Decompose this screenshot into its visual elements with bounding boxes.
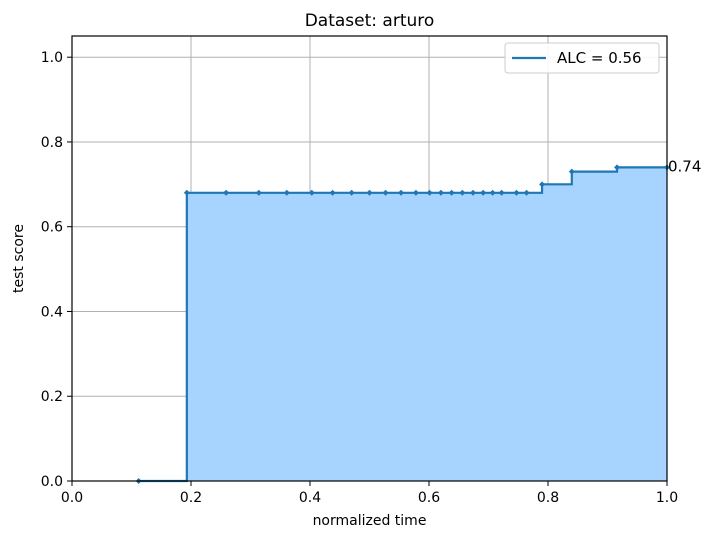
- data-point: [329, 189, 336, 196]
- area-fill: [138, 167, 667, 481]
- annotation-layer: 0.74: [668, 157, 701, 175]
- x-axis-label: normalized time: [313, 513, 427, 529]
- data-point: [614, 164, 621, 171]
- chart-title: Dataset: arturo: [305, 11, 435, 31]
- data-point: [183, 189, 190, 196]
- data-point: [366, 189, 373, 196]
- x-tick-label: 1.0: [656, 490, 678, 506]
- data-point: [223, 189, 230, 196]
- y-tick-label: 0.8: [41, 135, 63, 151]
- legend-box: [504, 42, 660, 74]
- data-point: [437, 189, 444, 196]
- x-tick-label: 0.4: [299, 490, 321, 506]
- data-point: [348, 189, 355, 196]
- area-fill-layer: [138, 167, 667, 481]
- marker-layer: [135, 164, 670, 484]
- data-point: [568, 168, 575, 175]
- x-tick-label: 0.8: [537, 490, 559, 506]
- y-tick-label: 0.2: [41, 389, 63, 405]
- y-axis-label: test score: [11, 224, 27, 293]
- legend: ALC = 0.56: [504, 42, 660, 74]
- data-point: [459, 189, 466, 196]
- data-point: [523, 189, 530, 196]
- legend-label: ALC = 0.56: [557, 49, 642, 67]
- data-point: [539, 181, 546, 188]
- x-tick-label: 0.0: [61, 490, 83, 506]
- end-value-annotation: 0.74: [668, 157, 701, 175]
- x-tick-label: 0.2: [180, 490, 202, 506]
- data-point: [308, 189, 315, 196]
- y-tick-label: 0.4: [41, 304, 63, 320]
- series-line-layer: [138, 166, 667, 483]
- x-tick-label: 0.6: [418, 490, 440, 506]
- data-point: [498, 189, 505, 196]
- y-tick-label: 1.0: [41, 50, 63, 66]
- x-axis-ticks: 0.0 0.2 0.4 0.6 0.8 1.0: [61, 481, 678, 506]
- y-tick-label: 0.6: [41, 220, 63, 236]
- data-point: [489, 189, 496, 196]
- data-point: [398, 189, 405, 196]
- data-point: [448, 189, 455, 196]
- data-point: [470, 189, 477, 196]
- y-tick-label: 0.0: [41, 474, 63, 490]
- data-point: [426, 189, 433, 196]
- plot-frame: [71, 35, 668, 482]
- y-axis-ticks: 0.0 0.2 0.4 0.6 0.8 1.0: [41, 50, 72, 490]
- data-point: [255, 189, 262, 196]
- series-line: [138, 166, 667, 483]
- data-point: [412, 189, 419, 196]
- data-point: [480, 189, 487, 196]
- data-point: [382, 189, 389, 196]
- data-point: [283, 189, 290, 196]
- data-point: [513, 189, 520, 196]
